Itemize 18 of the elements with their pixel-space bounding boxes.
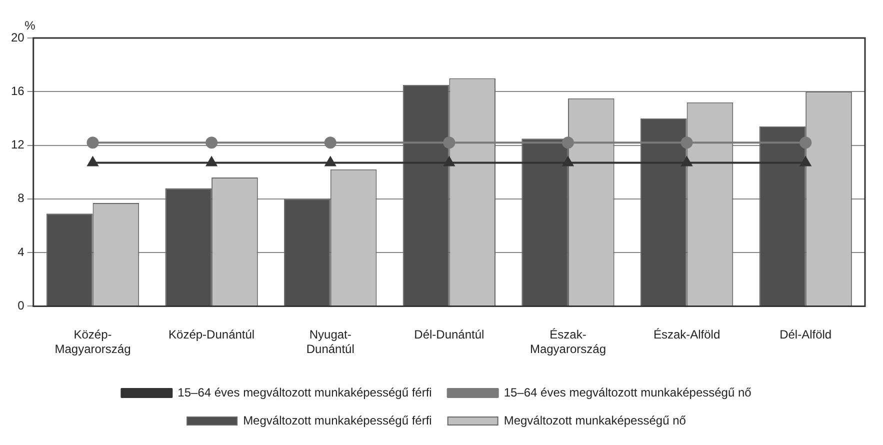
- x-tick-label: Észak-Alföld: [653, 328, 720, 342]
- legend-label: Megváltozott munkaképességű nő: [504, 413, 686, 428]
- legend-label: 15–64 éves megváltozott munkaképességű nő: [504, 385, 752, 400]
- y-tick-label: 16: [10, 84, 25, 98]
- y-tick-label: 20: [10, 30, 25, 44]
- y-tick-label: 4: [18, 244, 25, 259]
- x-tick-label: Észak-Magyarország: [530, 328, 606, 356]
- legend-label: Megváltozott munkaképességű férfi: [243, 413, 432, 428]
- x-tick-label: Közép-Dunántúl: [168, 328, 255, 342]
- x-tick-label: Közép-Magyarország: [54, 328, 131, 356]
- x-tick-label: Nyugat-Dunántúl: [306, 328, 354, 356]
- y-tick-label: 0: [18, 298, 25, 313]
- y-tick-label: 12: [10, 138, 25, 152]
- x-tick-label: Dél-Alföld: [780, 328, 832, 342]
- legend-label: 15–64 éves megváltozott munkaképességű férfi: [178, 385, 432, 400]
- y-tick-label: 8: [18, 191, 25, 206]
- x-tick-label: Dél-Dunántúl: [414, 328, 484, 342]
- y-axis-title: %: [24, 18, 36, 32]
